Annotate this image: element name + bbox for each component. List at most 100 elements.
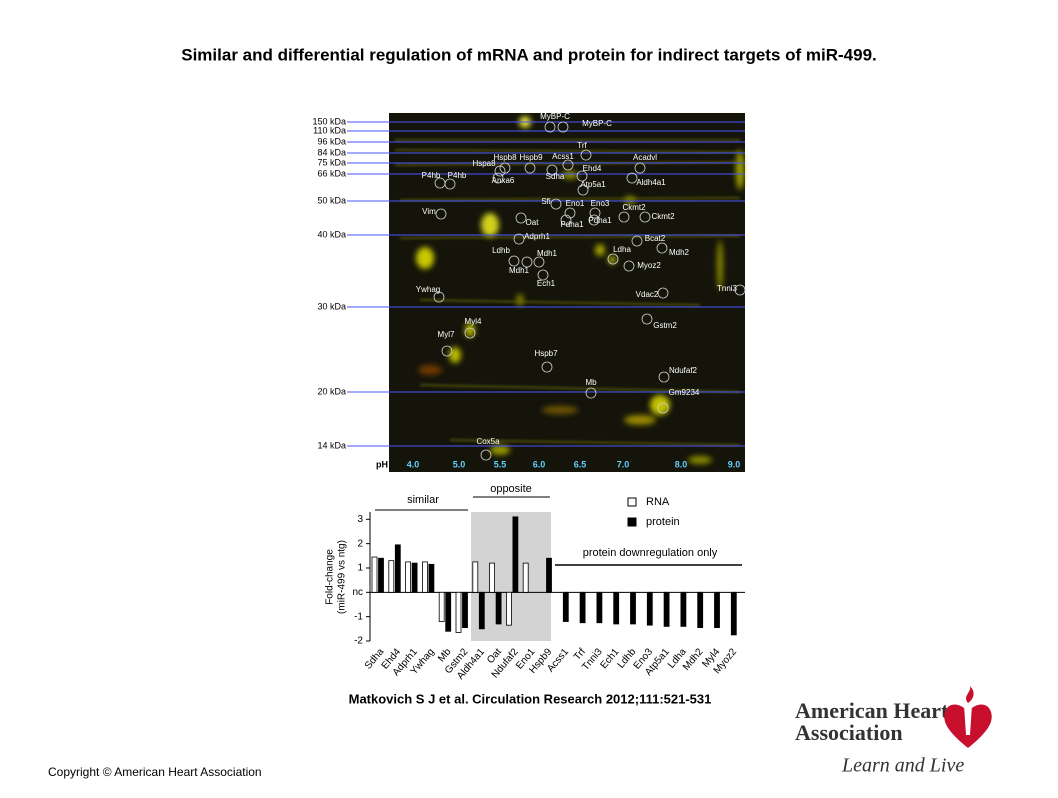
spot-circle [435, 208, 447, 220]
spot-circle [639, 211, 651, 223]
spot-label: Tnni3 [717, 284, 738, 293]
spot-label: P4hb [448, 171, 467, 180]
spot-circle [513, 233, 525, 245]
legend-swatch [627, 517, 637, 527]
ph-value: 7.0 [617, 459, 630, 469]
slide-title: Similar and differential regulation of m… [181, 45, 877, 64]
gel-streak [449, 439, 741, 446]
y-axis-label: (miR-499 vs ntg) [337, 540, 348, 614]
y-tick-label: -1 [354, 611, 363, 622]
spot-label: Eno3 [591, 199, 610, 208]
spot-label: Ldhb [492, 246, 510, 255]
spot-circle [521, 256, 533, 268]
spot-circle [618, 211, 630, 223]
group-label: protein downregulation only [583, 547, 718, 559]
spot-circle [588, 214, 600, 226]
ph-value: 6.5 [574, 459, 587, 469]
spot-circle [656, 242, 668, 254]
spot-circle [585, 387, 597, 399]
spot-label: Ndufaf2 [669, 366, 698, 375]
spot-label: MyBP-C [540, 112, 570, 121]
spot-label: Myl4 [465, 317, 482, 326]
spot-circle [589, 207, 601, 219]
spot-label: Pdha1 [560, 220, 584, 229]
spot-label: Myl7 [438, 330, 455, 339]
bar [596, 591, 603, 624]
spot-circle [433, 291, 445, 303]
gel-blob [717, 240, 723, 290]
ph-value: 9.0 [728, 459, 741, 469]
logo: American Heart Association Learn and Liv… [795, 686, 992, 777]
spot-label: Myoz2 [637, 261, 661, 270]
spot-circle [658, 371, 670, 383]
bar [697, 591, 704, 629]
legend-swatch [627, 497, 637, 507]
spot-label: Eno1 [566, 199, 585, 208]
caption: Matkovich S J et al. Circulation Researc… [349, 691, 712, 706]
bar [445, 591, 452, 632]
spot-circle [508, 255, 520, 267]
mw-label: 110 kDa [313, 125, 346, 135]
ph-label: pH [376, 459, 388, 469]
spot-circle [537, 269, 549, 281]
spot-circle [623, 260, 635, 272]
bar [630, 591, 636, 625]
gel-blob [481, 213, 499, 237]
spot-circle [464, 327, 476, 339]
spot-label: Aldh4a1 [636, 178, 666, 187]
y-tick-label: 3 [357, 514, 363, 525]
bar [438, 591, 445, 622]
spot-label: Mdh2 [669, 248, 690, 257]
spot-circle [550, 198, 562, 210]
spot-circle [562, 159, 574, 171]
spot-label: Cox5a [476, 437, 500, 446]
gel-blob [449, 347, 461, 363]
gel-spots [416, 116, 744, 464]
spot-circle [560, 214, 572, 226]
gel-streak [419, 299, 701, 306]
gel-blob [595, 244, 605, 256]
ph-value: 5.5 [494, 459, 507, 469]
y-axis-label: Fold-change [325, 549, 336, 605]
ph-value: 4.0 [407, 459, 420, 469]
spot-circle [480, 449, 492, 461]
bar [613, 591, 620, 625]
group-label: similar [407, 494, 439, 506]
spot-circle [734, 284, 746, 296]
spot-circle [557, 121, 569, 133]
spot-label: Ehd4 [583, 164, 602, 173]
bar [378, 557, 384, 593]
gel-blob [416, 247, 434, 269]
spot-label: MyBP-C [582, 119, 612, 128]
spot-circle [546, 164, 558, 176]
bar [472, 561, 479, 593]
spot-circle [541, 361, 553, 373]
bar [562, 591, 569, 622]
spot-circle [564, 207, 576, 219]
spot-circle [626, 172, 638, 184]
gel-background [389, 113, 745, 472]
logo-line1: American Heart [795, 698, 949, 723]
spot-label: Gm9234 [669, 388, 700, 397]
bar [421, 561, 428, 593]
spot-label: Mdh1 [509, 266, 530, 275]
mw-label: 20 kDa [317, 386, 346, 396]
spot-label: Sdha [546, 172, 565, 181]
bar [512, 516, 519, 593]
spot-label: Acadvl [633, 153, 657, 162]
spot-label: Bcat2 [645, 234, 666, 243]
bar [522, 562, 529, 593]
spot-label: Hspb8 [493, 153, 517, 162]
spot-label: Adprh1 [524, 232, 550, 241]
spot-circle [544, 121, 556, 133]
bar [505, 591, 512, 626]
spot-label: Mb [585, 378, 597, 387]
bar [411, 562, 418, 593]
spot-label: Hspb9 [519, 153, 543, 162]
spot-circle [494, 165, 506, 177]
gel-streak [399, 197, 741, 201]
logo-line2: Association [795, 720, 903, 745]
bar [405, 561, 412, 593]
bar [495, 591, 502, 625]
